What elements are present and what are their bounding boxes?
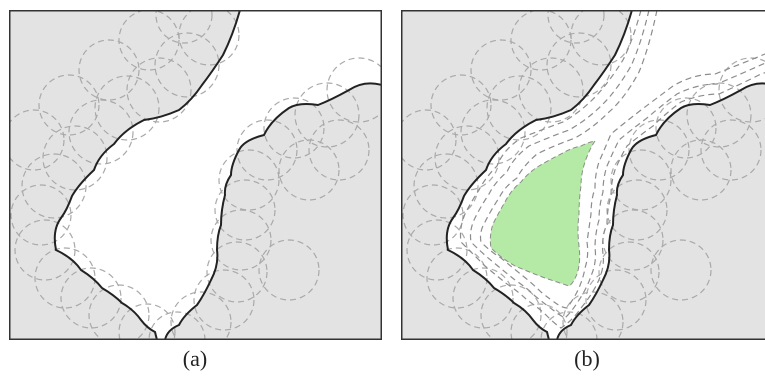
dashed-circle [686, 82, 752, 148]
dashed-circle [78, 39, 140, 101]
dashed-circle [510, 11, 572, 71]
panel-a-caption: (a) [182, 346, 208, 371]
dashed-circle [470, 39, 532, 101]
dashed-circle [294, 82, 360, 148]
dashed-circle [126, 57, 192, 123]
dashed-circle [546, 32, 612, 98]
dashed-circle [170, 291, 232, 339]
dashed-circle [547, 11, 605, 44]
dashed-circle [206, 241, 268, 303]
offset-curves [459, 11, 765, 329]
dashed-circle [258, 239, 320, 301]
dashed-circle [460, 99, 526, 165]
dashed-circle [10, 184, 72, 246]
free-region [489, 140, 597, 287]
dashed-circle [210, 209, 272, 271]
dashed-circle [413, 153, 479, 219]
dashed-circle [670, 139, 732, 201]
dashed-circle [402, 109, 457, 171]
dashed-circle [655, 97, 717, 159]
dashed-circle [68, 99, 134, 165]
panel-b [401, 10, 765, 340]
dashed-circle [94, 75, 160, 141]
dashed-circle [218, 149, 280, 211]
dashed-circles [402, 11, 765, 339]
panel-a [9, 10, 382, 340]
dashed-circle [155, 11, 213, 44]
dashed-circle [540, 311, 598, 339]
dashed-circle [452, 267, 514, 329]
right-obstacle-region [557, 83, 765, 339]
dashed-circle [88, 284, 150, 339]
dashed-circle [193, 269, 255, 331]
dashed-circle [585, 269, 647, 331]
dashed-circle [326, 57, 381, 123]
dashed-circle [718, 57, 765, 123]
dashed-circle [598, 241, 660, 303]
left-boundary-curve [445, 11, 633, 339]
dashed-circle [236, 119, 298, 181]
dashed-circle [402, 184, 464, 246]
dashed-circle [154, 32, 220, 98]
dashed-circle [610, 149, 672, 211]
dashed-circle [518, 57, 584, 123]
dashed-circle [650, 239, 712, 301]
dashed-circle [21, 153, 87, 219]
panel-b-frame [401, 10, 765, 340]
dashed-circle [562, 291, 624, 339]
dashed-circle [38, 74, 100, 136]
dashed-circle [308, 119, 370, 181]
dashed-circle [10, 109, 65, 171]
dashed-circle [278, 139, 340, 201]
right-boundary-curve [164, 82, 381, 339]
dashed-circle [148, 311, 206, 339]
dashed-circle [486, 75, 552, 141]
dashed-circle [214, 179, 276, 241]
dashed-circle [118, 303, 176, 339]
dashed-circle [426, 247, 488, 309]
dashed-circle [34, 247, 96, 309]
right-boundary-curve [556, 82, 765, 339]
dashed-circle [430, 74, 492, 136]
dashed-circle [118, 11, 180, 71]
panel-b-svg [401, 10, 765, 340]
offset-curve-3 [479, 11, 765, 309]
offset-curve-1 [459, 11, 765, 329]
dashed-circle [510, 303, 568, 339]
panel-b-caption: (b) [574, 346, 600, 371]
dashed-circle [263, 97, 325, 159]
dashed-circle [606, 179, 668, 241]
dashed-circle [700, 119, 762, 181]
left-boundary-curve [53, 11, 241, 339]
dashed-circle [60, 267, 122, 329]
dashed-circle [480, 284, 542, 339]
panel-a-frame [9, 10, 382, 340]
offset-curve-2 [469, 11, 765, 319]
panel-a-svg [9, 10, 382, 340]
dashed-circles [10, 11, 381, 339]
